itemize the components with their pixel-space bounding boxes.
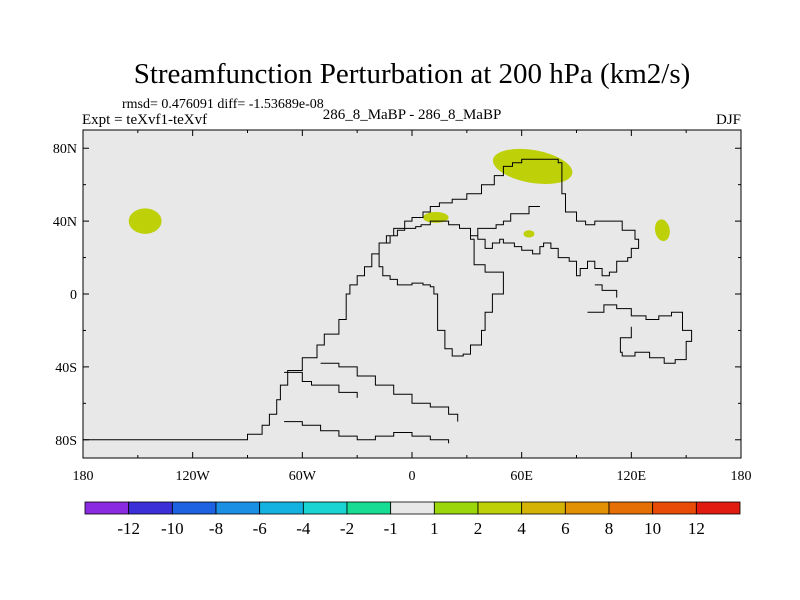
colorbar-swatch-0: [84, 501, 130, 515]
plot-background: [83, 130, 741, 458]
colorbar-swatch-5: [302, 501, 348, 515]
coastline-0: [83, 158, 640, 441]
y-tick-label-1: 40N: [53, 215, 77, 230]
anomaly-region-11: [720, 212, 741, 231]
colorbar-label-7: 1: [430, 519, 439, 538]
colorbar-label-9: 4: [517, 519, 526, 538]
stats-line: rmsd= 0.476091 diff= -1.53689e-08: [122, 97, 324, 112]
x-tick-label-6: 180: [731, 469, 752, 484]
anomaly-region-5: [422, 212, 449, 223]
center-subtitle: 286_8_MaBP - 286_8_MaBP: [323, 107, 502, 123]
anomaly-region-8: [523, 230, 535, 238]
x-tick-label-0: 180: [73, 469, 94, 484]
colorbar-swatch-11: [564, 501, 610, 515]
y-tick-label-0: 80N: [53, 142, 77, 157]
colorbar-label-5: -2: [340, 519, 354, 538]
x-tick-label-3: 0: [409, 469, 416, 484]
anomaly-region-2: [83, 212, 98, 231]
chart-title: Streamfunction Perturbation at 200 hPa (…: [134, 58, 691, 90]
y-axis: 80N 40N 0 40S 80S: [53, 142, 741, 449]
coastline-layer: [83, 158, 693, 444]
colorbar-label-1: -10: [161, 519, 184, 538]
anomaly-region-7: [492, 148, 573, 185]
anomaly-region-1: [183, 189, 216, 220]
colorbar-label-8: 2: [474, 519, 483, 538]
colorbar-swatch-8: [433, 501, 479, 515]
x-tick-label-4: 60E: [510, 469, 533, 484]
anomaly-region-4: [328, 208, 368, 263]
colorbar: -12 -10 -8 -6 -4 -2 -1 1 2 4 6 8 10 12: [84, 501, 741, 538]
x-tick-label-5: 120E: [617, 469, 647, 484]
anomaly-region-3: [128, 208, 162, 234]
colorbar-swatch-2: [171, 501, 217, 515]
colorbar-swatch-7: [390, 501, 435, 515]
anomaly-region-12: [121, 368, 133, 376]
anomaly-region-10: [654, 219, 670, 242]
colorbar-swatch-1: [128, 501, 173, 515]
colorbar-swatch-6: [346, 501, 392, 515]
colorbar-label-3: -6: [253, 519, 267, 538]
colorbar-swatch-9: [477, 501, 523, 515]
y-tick-label-2: 0: [70, 288, 77, 303]
anomaly-region-13: [395, 414, 414, 426]
anomaly-region-6: [441, 239, 493, 262]
colorbar-label-10: 6: [561, 519, 570, 538]
colorbar-swatch-14: [695, 501, 741, 515]
colorbar-label-12: 10: [644, 519, 661, 538]
colorbar-swatch-13: [652, 501, 697, 515]
anomaly-layer: [83, 148, 741, 426]
left-subtitle: Expt = teXvf1-teXvf: [82, 112, 207, 128]
coastline-3: [284, 421, 450, 444]
colorbar-label-4: -4: [296, 519, 311, 538]
colorbar-swatch-4: [259, 501, 304, 515]
x-tick-label-1: 120W: [176, 469, 211, 484]
colorbar-swatch-10: [521, 501, 566, 515]
anomaly-region-0: [130, 162, 182, 182]
coastline-1: [284, 371, 358, 398]
colorbar-swatch-12: [608, 501, 654, 515]
x-tick-label-2: 60W: [289, 469, 317, 484]
colorbar-label-6: -1: [384, 519, 398, 538]
colorbar-label-11: 8: [605, 519, 614, 538]
x-axis: 180 120W 60W 0 60E 120E 180: [73, 130, 752, 484]
colorbar-swatch-3: [215, 501, 261, 515]
colorbar-label-13: 12: [688, 519, 705, 538]
y-tick-label-3: 40S: [55, 361, 77, 376]
coastline-4: [587, 304, 693, 364]
y-tick-label-4: 80S: [55, 434, 77, 449]
coastline-2: [320, 362, 459, 422]
colorbar-label-2: -8: [209, 519, 223, 538]
coastline-5: [594, 284, 618, 298]
right-subtitle: DJF: [716, 112, 741, 128]
colorbar-label-0: -12: [117, 519, 140, 538]
